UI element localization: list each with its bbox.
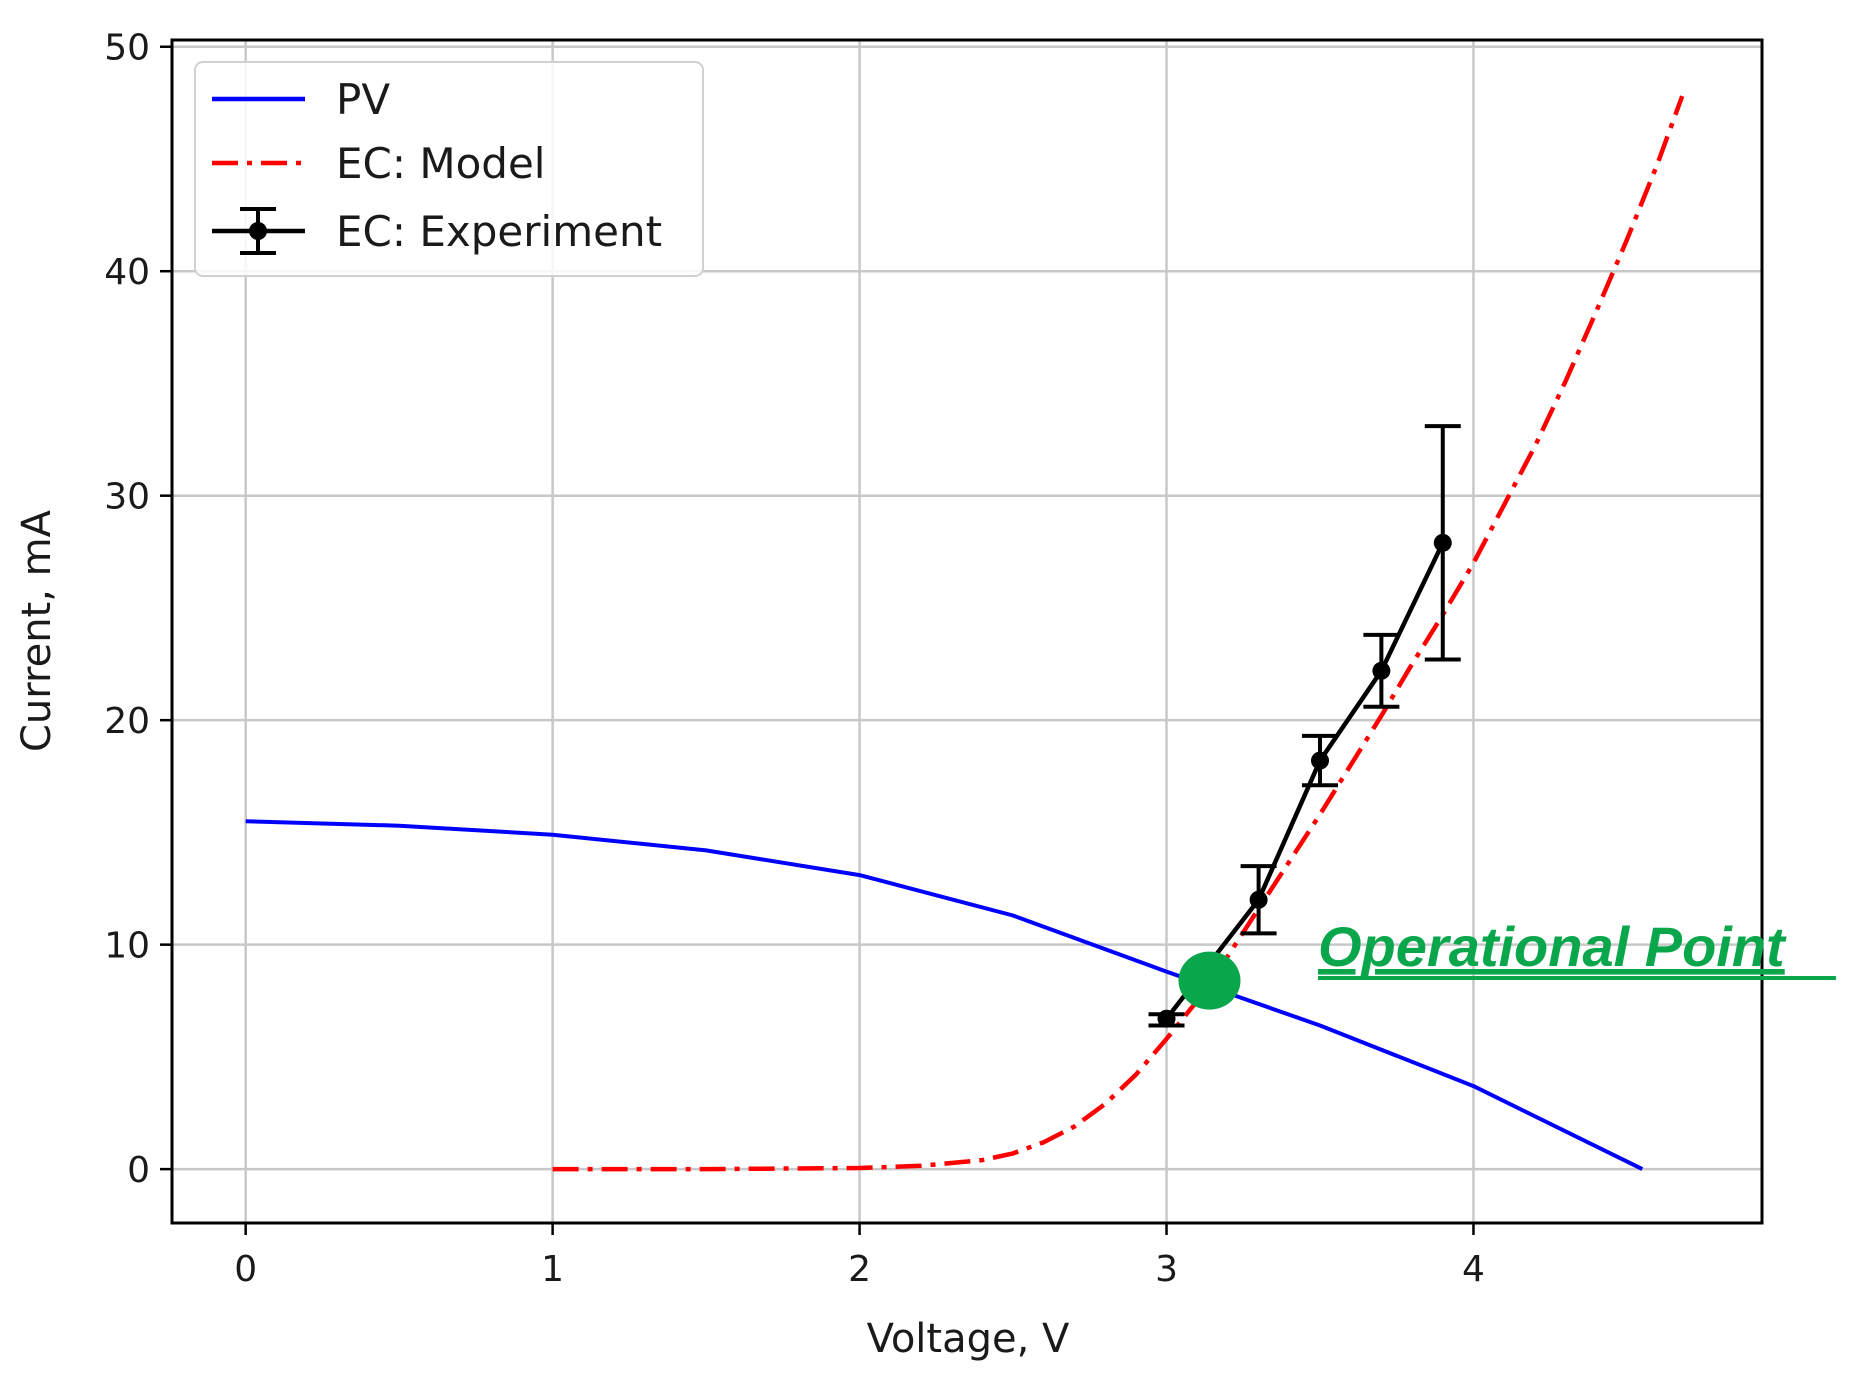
series-ec-model-line xyxy=(552,95,1685,1172)
experiment-point-4 xyxy=(1433,533,1452,552)
x-tick-label-3: 3 xyxy=(1155,1249,1178,1290)
legend: PV EC: Model EC: Experiment xyxy=(194,61,704,277)
experiment-point-2 xyxy=(1310,751,1329,770)
experiment-point-1 xyxy=(1249,890,1268,909)
series xyxy=(245,95,1685,1172)
legend-box xyxy=(194,61,704,277)
x-tick-label-2: 2 xyxy=(848,1249,871,1290)
y-tick-label-20: 20 xyxy=(104,701,150,742)
y-axis-label: Current, mA xyxy=(14,509,60,752)
x-axis-label: Voltage, V xyxy=(867,1316,1070,1362)
y-tick-label-30: 30 xyxy=(104,477,150,518)
y-tick-label-40: 40 xyxy=(104,252,150,293)
operational-point-marker xyxy=(1178,951,1241,1010)
series-pv-line xyxy=(245,819,1644,1171)
legend-label-pv: PV xyxy=(336,75,390,124)
x-tick-label-4: 4 xyxy=(1462,1249,1485,1290)
axes-frame xyxy=(170,38,1764,1225)
x-tick-label-0: 0 xyxy=(234,1249,257,1290)
y-tick-label-10: 10 xyxy=(104,926,150,967)
legend-marker xyxy=(249,222,267,240)
legend-label-ec-model: EC: Model xyxy=(336,139,545,188)
annotations: Operational Point xyxy=(1178,915,1836,1010)
experiment-point-3 xyxy=(1372,661,1391,680)
legend-label-ec-experiment: EC: Experiment xyxy=(336,207,662,256)
y-tick-label-50: 50 xyxy=(104,28,150,69)
x-tick-label-1: 1 xyxy=(541,1249,564,1290)
operational-point-label: Operational Point xyxy=(1318,915,1787,978)
y-tick-label-0: 0 xyxy=(127,1150,150,1191)
experiment-point-0 xyxy=(1157,1009,1176,1028)
